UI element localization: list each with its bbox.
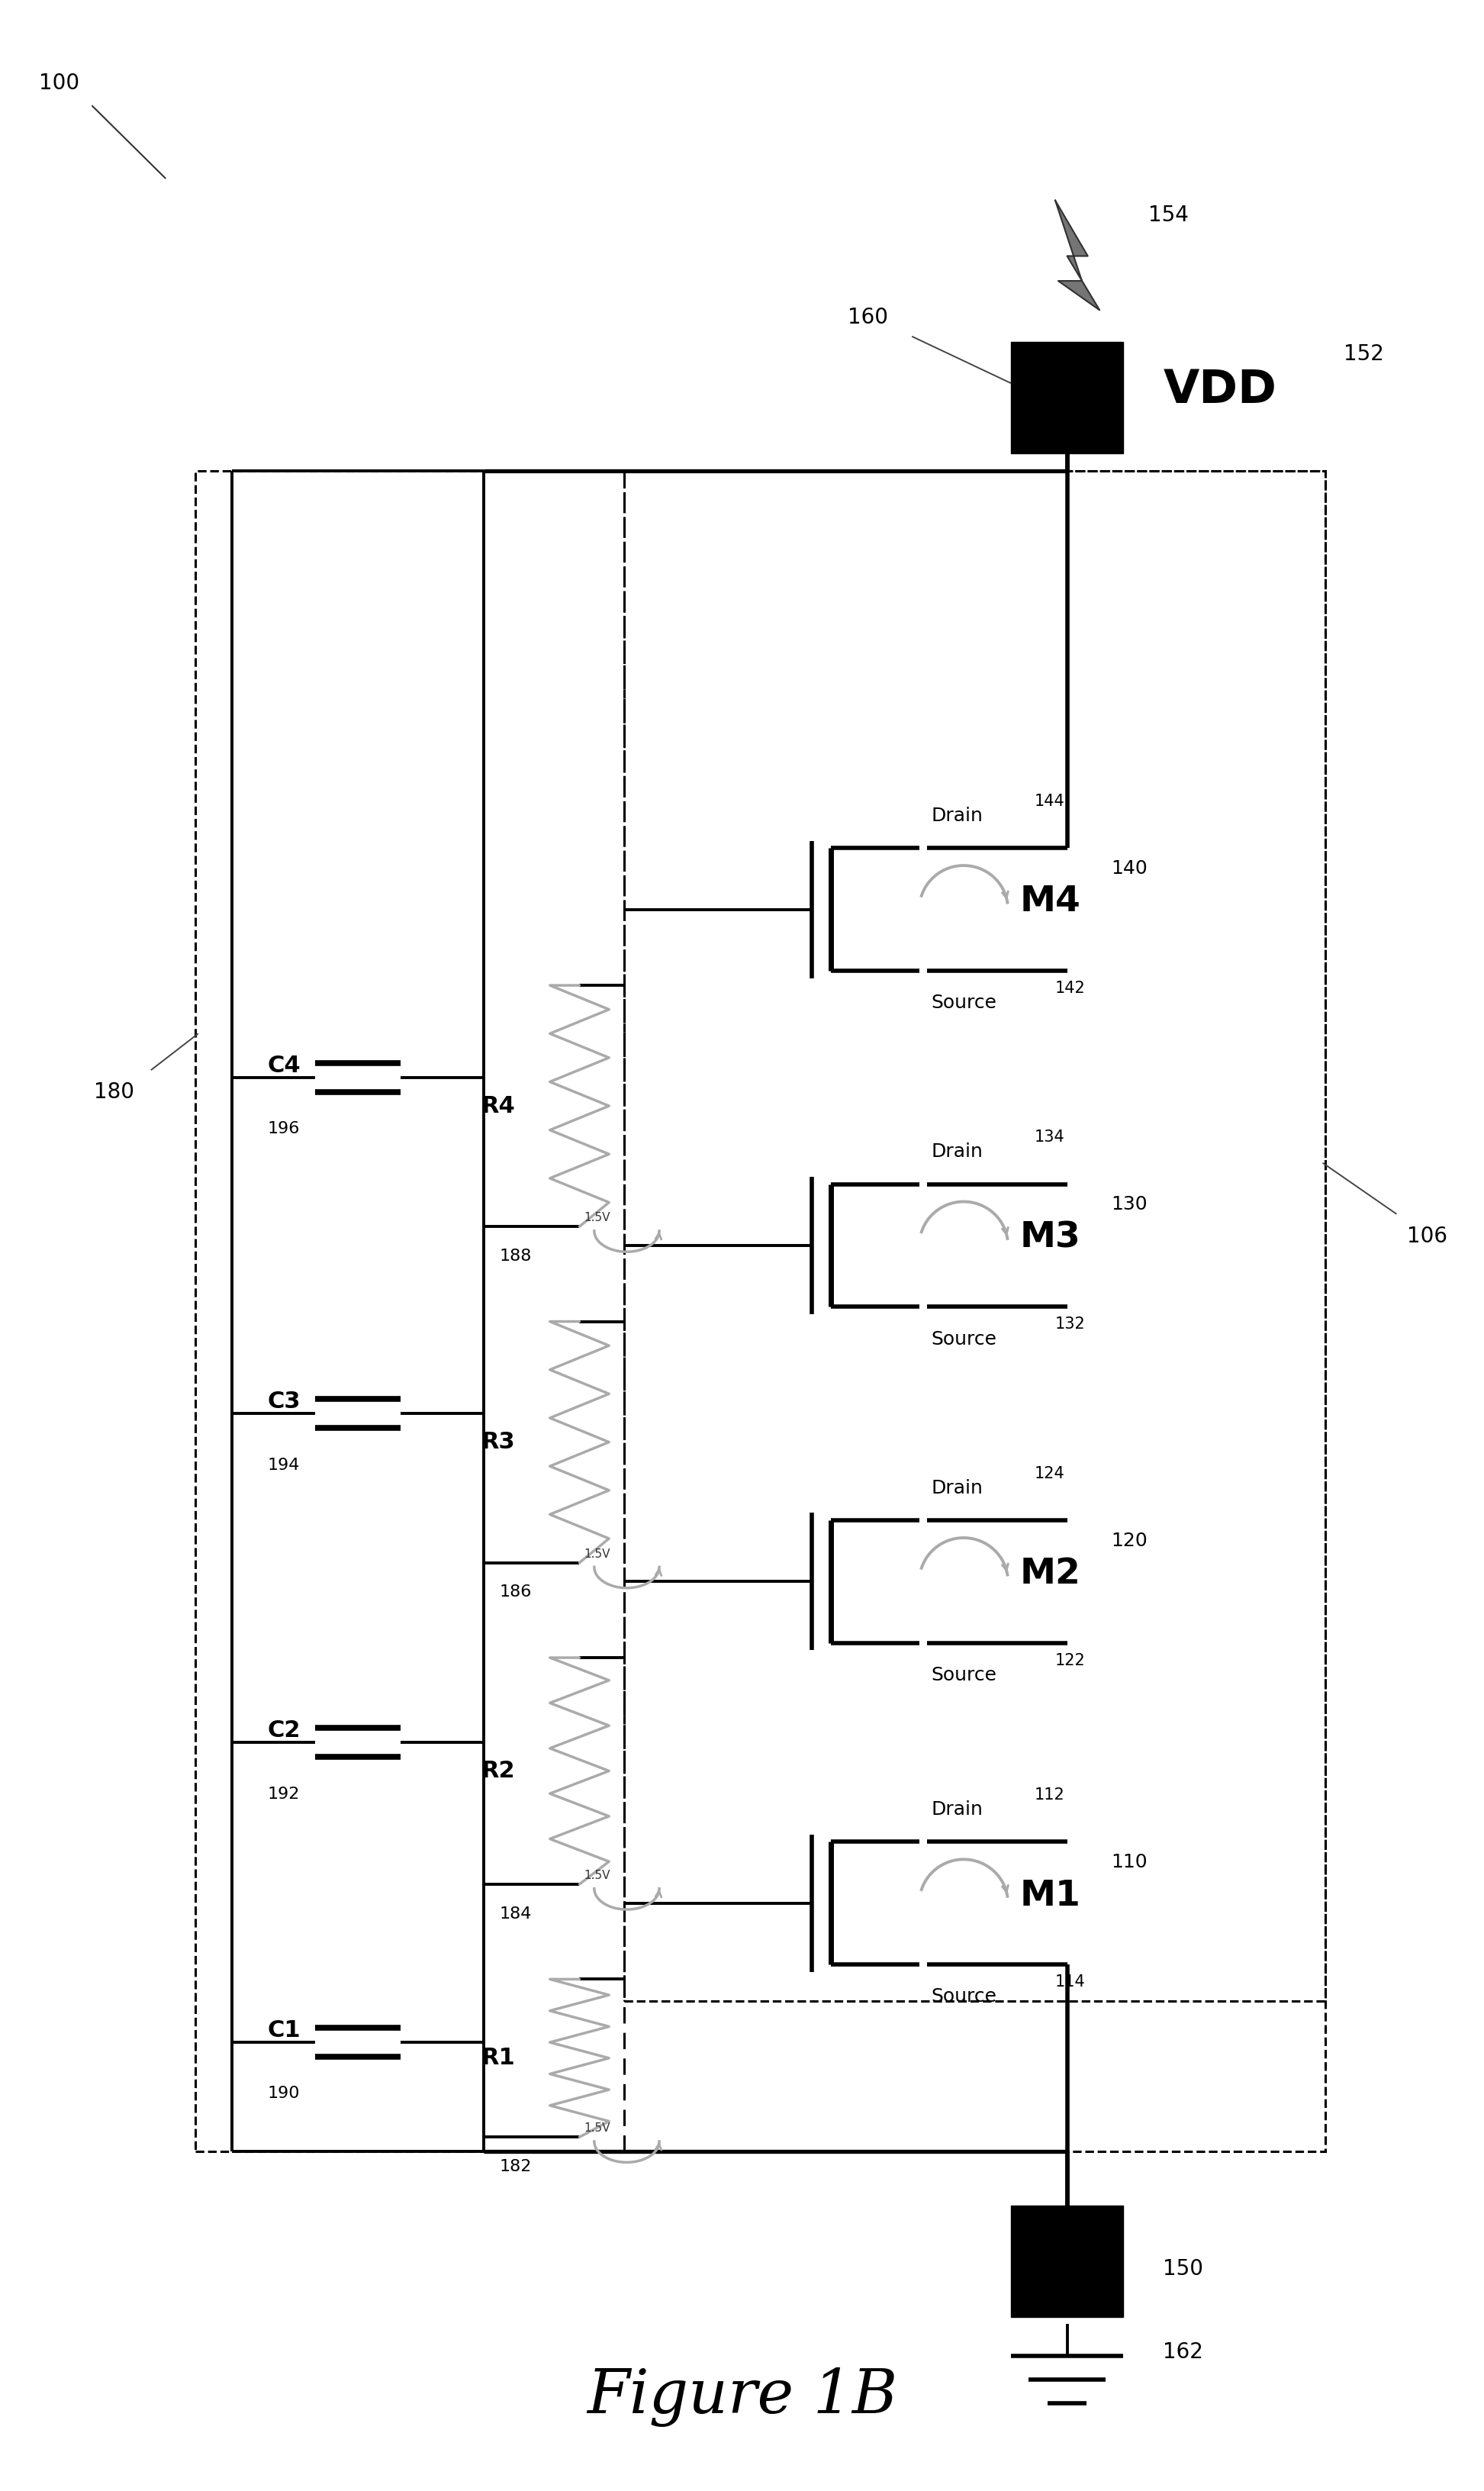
Text: R3: R3 [481, 1430, 515, 1452]
Text: 140: 140 [1112, 859, 1147, 877]
Text: M1: M1 [1020, 1878, 1080, 1913]
Text: 132: 132 [1055, 1318, 1086, 1333]
Polygon shape [1055, 199, 1100, 309]
Bar [196, 471, 1325, 2152]
Text: Drain: Drain [930, 807, 982, 825]
Text: M3: M3 [1020, 1221, 1080, 1255]
Text: M4: M4 [1020, 884, 1080, 919]
Text: 182: 182 [500, 2160, 533, 2175]
Text: 190: 190 [267, 2085, 300, 2100]
Text: 1.5V: 1.5V [585, 2122, 610, 2135]
Bar [1011, 2205, 1123, 2317]
Text: VDD: VDD [1163, 369, 1276, 414]
Text: 154: 154 [1149, 204, 1189, 227]
Text: 192: 192 [267, 1786, 300, 1801]
Text: 134: 134 [1034, 1131, 1066, 1146]
Text: 124: 124 [1034, 1465, 1066, 1482]
Text: 1.5V: 1.5V [585, 1549, 610, 1559]
Text: 1.5V: 1.5V [585, 1871, 610, 1881]
Text: Figure 1B: Figure 1B [586, 2366, 898, 2426]
Text: 130: 130 [1112, 1196, 1147, 1213]
Text: R4: R4 [481, 1096, 515, 1116]
Bar [623, 471, 1325, 2000]
Text: 188: 188 [500, 1248, 533, 1263]
Text: Drain: Drain [930, 1801, 982, 1818]
Text: C1: C1 [267, 2020, 301, 2043]
Text: Source: Source [930, 1330, 997, 1348]
Text: 106: 106 [1407, 1226, 1447, 1246]
Text: R2: R2 [481, 1759, 515, 1781]
Text: 114: 114 [1055, 1975, 1086, 1990]
Text: 152: 152 [1343, 344, 1383, 364]
Bar [1011, 341, 1123, 453]
Text: 186: 186 [500, 1584, 533, 1599]
Text: C4: C4 [267, 1054, 301, 1076]
Text: Drain: Drain [930, 1480, 982, 1497]
Text: 110: 110 [1112, 1853, 1147, 1871]
Text: 150: 150 [1163, 2257, 1204, 2279]
Text: 160: 160 [847, 306, 887, 329]
Text: Drain: Drain [930, 1143, 982, 1161]
Text: 196: 196 [267, 1121, 300, 1136]
Text: 144: 144 [1034, 795, 1066, 810]
Text: 1.5V: 1.5V [585, 1213, 610, 1223]
Text: C2: C2 [267, 1719, 301, 1741]
Text: C3: C3 [267, 1390, 301, 1412]
Text: 120: 120 [1112, 1532, 1147, 1549]
Text: 112: 112 [1034, 1789, 1066, 1803]
Text: Source: Source [930, 1988, 997, 2005]
Text: 184: 184 [500, 1906, 533, 1921]
Text: Source: Source [930, 1666, 997, 1684]
Text: 142: 142 [1055, 981, 1086, 996]
Text: R1: R1 [481, 2048, 515, 2070]
Text: 162: 162 [1163, 2342, 1204, 2361]
Text: Source: Source [930, 994, 997, 1011]
Text: 122: 122 [1055, 1654, 1086, 1669]
Text: 100: 100 [39, 72, 80, 95]
Text: 180: 180 [93, 1081, 134, 1104]
Text: M2: M2 [1020, 1557, 1080, 1592]
Text: 194: 194 [267, 1457, 300, 1472]
